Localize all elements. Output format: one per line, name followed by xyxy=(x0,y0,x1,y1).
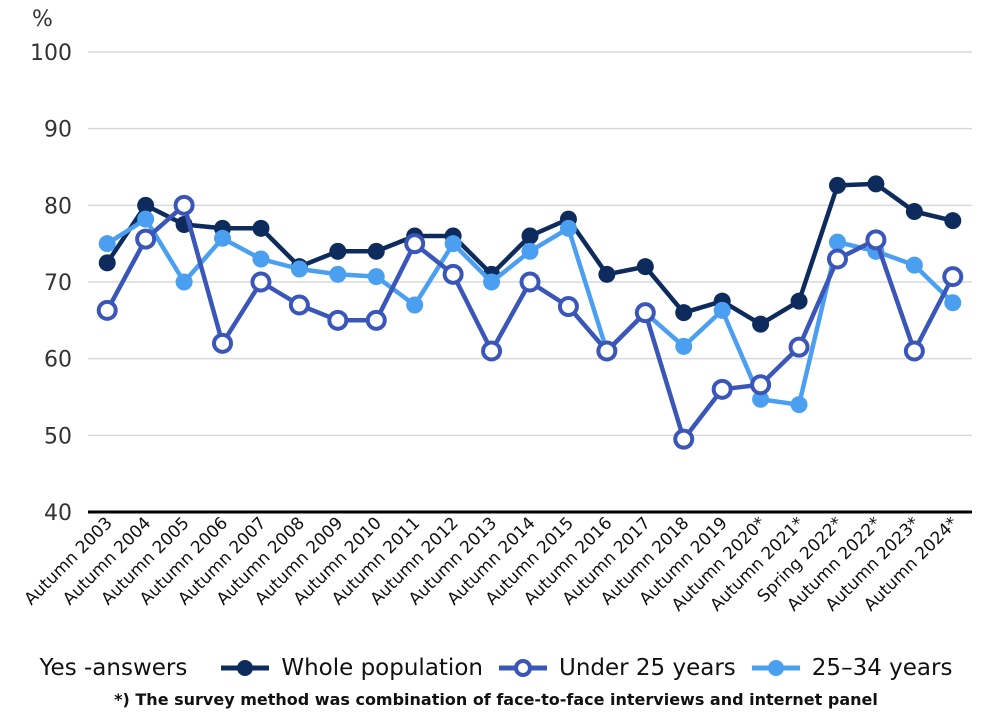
data-point xyxy=(329,242,347,260)
data-point xyxy=(790,292,808,310)
data-point xyxy=(519,271,541,293)
data-point xyxy=(173,194,195,216)
data-point xyxy=(675,304,693,322)
data-point xyxy=(828,233,846,251)
y-axis: % 40 50 60 70 80 90 100 xyxy=(30,7,72,526)
data-point xyxy=(673,428,695,450)
legend-label: Under 25 years xyxy=(558,655,736,681)
data-point xyxy=(559,219,577,237)
data-point xyxy=(252,219,270,237)
y-tick-label: 60 xyxy=(44,348,72,373)
data-point xyxy=(521,227,539,245)
data-point xyxy=(596,340,618,362)
data-point xyxy=(98,235,116,253)
series-group xyxy=(96,175,964,450)
data-point xyxy=(367,268,385,286)
y-tick-label: 50 xyxy=(44,424,72,449)
data-point xyxy=(365,309,387,331)
data-point xyxy=(905,256,923,274)
data-point xyxy=(406,296,424,314)
data-point xyxy=(175,273,193,291)
data-point xyxy=(137,196,155,214)
data-point xyxy=(250,271,272,293)
series-1 xyxy=(96,194,964,450)
data-point xyxy=(442,263,464,285)
legend-swatch-under-25 xyxy=(498,659,547,677)
data-point xyxy=(944,294,962,312)
data-point xyxy=(521,242,539,260)
data-point xyxy=(137,210,155,228)
legend-label: 25–34 years xyxy=(811,655,953,681)
data-point xyxy=(96,299,118,321)
legend-label: Whole population xyxy=(281,655,483,681)
data-point xyxy=(903,340,925,362)
data-point xyxy=(557,296,579,318)
data-point xyxy=(788,336,810,358)
data-point xyxy=(288,294,310,316)
data-point xyxy=(598,265,616,283)
data-point xyxy=(944,212,962,230)
legend: Yes -answers Whole population Under 25 y… xyxy=(0,652,992,684)
data-point xyxy=(135,228,157,250)
y-tick-label: 40 xyxy=(44,501,72,526)
data-point xyxy=(212,332,234,354)
legend-item-whole-population: Whole population xyxy=(219,655,483,681)
data-point xyxy=(290,260,308,278)
data-point xyxy=(444,235,462,253)
y-tick-label: 90 xyxy=(44,118,72,143)
legend-item-under-25: Under 25 years xyxy=(497,655,736,681)
y-tick-label: 100 xyxy=(30,41,72,66)
y-tick-label: 70 xyxy=(44,271,72,296)
data-point xyxy=(790,396,808,414)
legend-title: Yes -answers xyxy=(39,655,188,681)
legend-swatch-whole-population xyxy=(221,660,270,676)
data-point xyxy=(327,309,349,331)
data-point xyxy=(636,258,654,276)
data-point xyxy=(752,390,770,408)
legend-swatch-25-34 xyxy=(751,660,800,676)
data-point xyxy=(752,315,770,333)
data-point xyxy=(828,176,846,194)
data-point xyxy=(252,250,270,268)
data-point xyxy=(867,175,885,193)
legend-item-25-34: 25–34 years xyxy=(750,655,953,681)
data-point xyxy=(826,248,848,270)
data-point xyxy=(329,265,347,283)
footnote: *) The survey method was combination of … xyxy=(114,690,878,709)
data-point xyxy=(905,202,923,220)
data-point xyxy=(483,273,501,291)
data-point xyxy=(750,374,772,396)
y-unit-label: % xyxy=(32,7,53,32)
data-point xyxy=(675,337,693,355)
y-tick-label: 80 xyxy=(44,194,72,219)
data-point xyxy=(711,378,733,400)
data-point xyxy=(942,266,964,288)
data-point xyxy=(214,229,232,247)
data-point xyxy=(865,229,887,251)
data-point xyxy=(367,242,385,260)
data-point xyxy=(713,301,731,319)
data-point xyxy=(98,254,116,272)
data-point xyxy=(481,340,503,362)
data-point xyxy=(404,233,426,255)
data-point xyxy=(634,302,656,324)
